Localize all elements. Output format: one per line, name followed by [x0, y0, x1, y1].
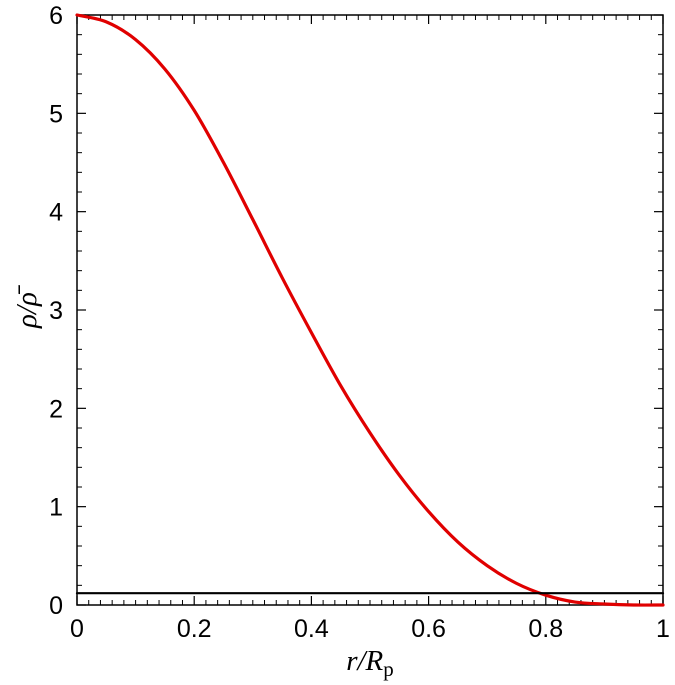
axis-ticks	[76, 14, 664, 606]
y-tick-label: 2	[49, 395, 63, 423]
y-tick-label: 5	[49, 100, 63, 128]
x-axis-label: r/Rp	[346, 645, 394, 681]
y-tick-label: 6	[49, 2, 63, 30]
y-tick-label: 3	[49, 297, 63, 325]
x-tick-label: 0.2	[177, 615, 212, 643]
plot-area	[76, 14, 664, 606]
series-layer	[75, 13, 665, 607]
x-tick-label: 0.4	[294, 615, 329, 643]
plot-frame	[76, 14, 664, 606]
tick-labels: 0 0.2 0.4 0.6 0.8 1 0 1 2 3 4 5 6	[49, 2, 670, 643]
density-curve	[75, 13, 665, 607]
x-axis-label-main: r/R	[346, 645, 383, 677]
x-tick-label: 0.8	[528, 615, 563, 643]
x-tick-label: 0.6	[411, 615, 446, 643]
x-axis-label-sub: p	[383, 657, 394, 681]
y-tick-label: 1	[49, 494, 63, 522]
y-tick-label: 4	[49, 199, 63, 227]
y-tick-label: 0	[49, 592, 63, 620]
x-tick-label: 0	[70, 615, 84, 643]
x-tick-label: 1	[656, 615, 670, 643]
y-axis-label: ρ/ρ̄	[11, 284, 43, 329]
